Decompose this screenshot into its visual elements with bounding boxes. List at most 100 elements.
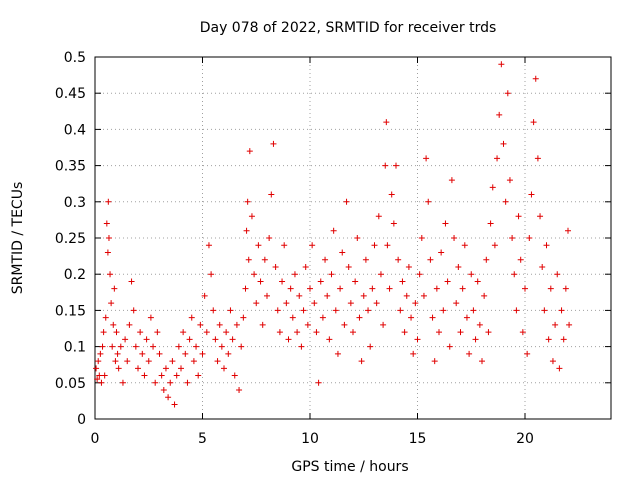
data-point bbox=[474, 278, 481, 285]
y-axis-label: SRMTID / TECUs bbox=[10, 182, 26, 295]
data-point bbox=[418, 235, 425, 241]
data-point bbox=[403, 292, 410, 299]
data-point bbox=[175, 343, 182, 350]
data-point bbox=[105, 198, 112, 205]
data-point bbox=[519, 329, 526, 336]
data-point bbox=[354, 235, 361, 241]
data-point bbox=[141, 372, 148, 379]
data-point bbox=[225, 350, 232, 357]
data-point bbox=[496, 111, 503, 118]
data-point bbox=[115, 365, 122, 372]
data-point bbox=[352, 278, 359, 285]
x-tick-label: 10 bbox=[301, 431, 319, 447]
data-point bbox=[466, 350, 473, 357]
data-point bbox=[302, 263, 309, 270]
data-point bbox=[272, 263, 279, 270]
data-point bbox=[255, 242, 262, 249]
data-point bbox=[369, 285, 376, 292]
data-point bbox=[229, 336, 236, 343]
data-point bbox=[243, 227, 250, 234]
data-point bbox=[537, 213, 544, 220]
data-point bbox=[233, 321, 240, 328]
data-point bbox=[436, 329, 442, 336]
data-point bbox=[150, 343, 157, 350]
data-point bbox=[307, 285, 313, 292]
data-point bbox=[270, 140, 277, 147]
data-point bbox=[494, 155, 501, 162]
data-point bbox=[330, 227, 337, 234]
data-point bbox=[334, 350, 341, 357]
data-point bbox=[122, 336, 129, 343]
y-tick-label: 0 bbox=[77, 412, 86, 428]
data-point bbox=[386, 285, 393, 292]
data-point bbox=[221, 365, 227, 372]
data-point bbox=[530, 119, 537, 126]
data-point bbox=[491, 242, 498, 249]
data-point bbox=[390, 220, 397, 227]
data-point bbox=[311, 300, 318, 307]
data-point bbox=[107, 271, 114, 278]
y-tick-label: 0.1 bbox=[64, 340, 86, 356]
y-tick-label: 0.15 bbox=[55, 303, 86, 319]
data-point bbox=[135, 365, 141, 372]
data-point bbox=[534, 155, 541, 162]
data-point bbox=[95, 358, 102, 365]
chart-title: Day 078 of 2022, SRMTID for receiver trd… bbox=[200, 20, 497, 36]
data-point bbox=[319, 314, 326, 321]
data-point bbox=[528, 191, 535, 198]
y-tick-label: 0.4 bbox=[64, 122, 86, 138]
data-point bbox=[412, 300, 419, 307]
y-tick-label: 0.3 bbox=[64, 195, 86, 211]
data-point bbox=[195, 372, 202, 379]
data-point bbox=[451, 235, 458, 241]
data-point bbox=[257, 278, 264, 285]
data-point bbox=[119, 379, 126, 386]
data-point bbox=[285, 336, 292, 343]
data-point bbox=[259, 321, 266, 328]
data-point bbox=[388, 191, 395, 198]
data-point bbox=[173, 372, 180, 379]
data-point bbox=[180, 329, 187, 336]
data-point bbox=[380, 321, 387, 328]
data-point bbox=[511, 271, 518, 278]
data-point bbox=[552, 321, 559, 328]
data-point bbox=[315, 379, 322, 386]
data-point bbox=[139, 350, 146, 357]
data-point bbox=[197, 321, 204, 328]
data-point bbox=[223, 329, 230, 336]
data-point bbox=[98, 379, 105, 386]
data-point bbox=[356, 314, 363, 321]
data-point bbox=[289, 314, 296, 321]
data-point bbox=[438, 249, 445, 256]
data-point bbox=[547, 285, 554, 292]
data-point bbox=[242, 285, 249, 292]
data-point bbox=[154, 329, 161, 336]
data-point bbox=[128, 278, 135, 285]
data-point bbox=[485, 329, 492, 336]
grid-lines bbox=[95, 57, 611, 419]
data-point bbox=[543, 242, 550, 249]
data-point bbox=[169, 358, 176, 365]
data-point bbox=[287, 285, 294, 292]
data-point bbox=[112, 358, 119, 365]
x-axis-label: GPS time / hours bbox=[291, 459, 408, 475]
data-point bbox=[517, 256, 524, 263]
data-point bbox=[137, 329, 144, 336]
data-point bbox=[102, 314, 109, 321]
data-point bbox=[554, 271, 561, 278]
data-point bbox=[188, 314, 195, 321]
data-point bbox=[101, 372, 108, 379]
data-point bbox=[147, 314, 154, 321]
data-point bbox=[358, 358, 365, 365]
data-point bbox=[309, 242, 316, 249]
data-point bbox=[566, 321, 573, 328]
data-point bbox=[210, 307, 217, 314]
data-point bbox=[248, 213, 255, 220]
data-point bbox=[160, 387, 167, 394]
data-point bbox=[373, 300, 380, 307]
axis-ticks: 0 0.05 0.1 0.15 0.2 0.25 0.3 0.35 0.4 0.45 0.5 0 5 10… bbox=[55, 50, 611, 447]
data-point bbox=[444, 278, 451, 285]
data-point bbox=[383, 119, 390, 126]
data-point bbox=[479, 358, 485, 365]
